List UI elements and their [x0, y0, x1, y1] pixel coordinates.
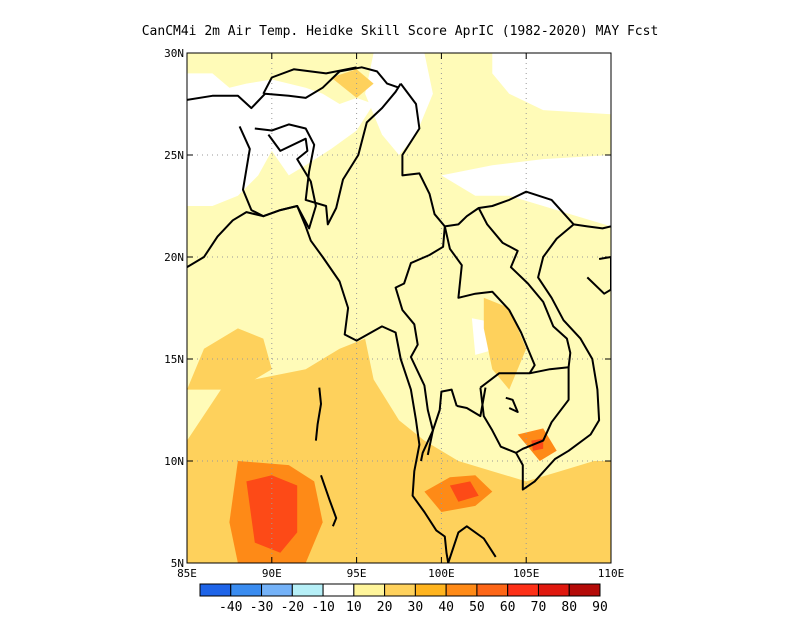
- border-myanmar-thailand: [394, 226, 446, 462]
- colorbar-swatch: [476, 583, 509, 597]
- border-gulf-of-thailand: [447, 525, 497, 563]
- colorbar-swatch: [261, 583, 293, 597]
- map-plot-area: [187, 53, 611, 563]
- border-china-coast: [573, 223, 611, 230]
- border-cambodia: [479, 366, 570, 454]
- colorbar-label: 50: [469, 600, 485, 615]
- skill-region-30-40: [483, 297, 527, 390]
- y-axis-ticks: 5N 10N 15N 20N 25N 30N: [164, 47, 611, 570]
- border-tonle-sap: [505, 396, 519, 413]
- skill-region-60-70: [449, 481, 479, 502]
- x-tick-label: 95E: [347, 567, 367, 580]
- colorbar-swatch: [291, 583, 324, 597]
- border-hainan: [586, 256, 611, 295]
- skill-region-60-70: [246, 475, 298, 553]
- x-axis-ticks: 85E 90E 95E 100E 105E 110E: [177, 53, 624, 580]
- colorbar-label: -20: [281, 600, 304, 615]
- border-thailand-cambodia: [456, 387, 487, 418]
- colorbar-label: -10: [311, 600, 334, 615]
- x-tick-label: 90E: [262, 567, 282, 580]
- border-india-west-coast: [187, 205, 450, 563]
- y-tick-label: 10N: [164, 455, 184, 468]
- y-tick-label: 20N: [164, 251, 184, 264]
- colorbar-label: -30: [250, 600, 273, 615]
- colorbar-swatch: [537, 583, 570, 597]
- plot-frame: [186, 52, 612, 564]
- colorbar-label: 80: [561, 600, 577, 615]
- skill-region-30-40: [331, 69, 374, 98]
- colorbar-label: 10: [346, 600, 362, 615]
- colorbar-label: 90: [592, 600, 608, 615]
- country-borders: [187, 66, 611, 563]
- colorbar-label: 20: [377, 600, 393, 615]
- colorbar-swatch: [230, 583, 263, 597]
- border-laos-vietnam: [477, 207, 572, 368]
- skill-score-layer: [187, 69, 611, 563]
- border-nicobar: [320, 474, 338, 527]
- x-tick-label: 100E: [428, 567, 455, 580]
- border-thai-coast: [426, 388, 458, 456]
- skill-region-30-40: [187, 328, 272, 390]
- y-tick-label: 15N: [164, 353, 184, 366]
- colorbar-label: 70: [531, 600, 547, 615]
- border-tibet-line: [262, 66, 357, 95]
- border-laos-thailand: [443, 226, 536, 374]
- colorbar-swatch: [322, 583, 355, 597]
- x-tick-label: 85E: [177, 567, 197, 580]
- colorbar-swatch: [445, 583, 478, 597]
- border-himalaya: [187, 66, 400, 110]
- colorbar-label: 30: [408, 600, 424, 615]
- x-tick-label: 110E: [598, 567, 625, 580]
- missing-data-region: [187, 73, 374, 207]
- y-tick-label: 25N: [164, 149, 184, 162]
- colorbar-swatch: [384, 583, 416, 597]
- map-title: CanCM4i 2m Air Temp. Heidke Skill Score …: [142, 24, 659, 39]
- colorbar-swatch: [507, 583, 539, 597]
- border-vietnam-coast: [515, 223, 601, 491]
- colorbar-swatch: [199, 583, 232, 597]
- border-bangladesh: [238, 125, 317, 230]
- y-tick-label: 5N: [171, 557, 184, 570]
- colorbar-label: 40: [438, 600, 454, 615]
- colorbar: -40 -30 -20 -10 10 20 30 40 50 60 70 80 90: [199, 583, 608, 615]
- y-tick-label: 30N: [164, 47, 184, 60]
- colorbar-swatch: [353, 583, 386, 597]
- colorbar-swatch: [568, 583, 601, 597]
- missing-data-region: [492, 53, 611, 115]
- colorbar-label: -40: [219, 600, 242, 615]
- border-andaman: [314, 387, 322, 441]
- x-tick-label: 105E: [513, 567, 540, 580]
- colorbar-label: 60: [500, 600, 516, 615]
- colorbar-swatch: [414, 583, 447, 597]
- border-myanmar-india-border: [254, 83, 402, 226]
